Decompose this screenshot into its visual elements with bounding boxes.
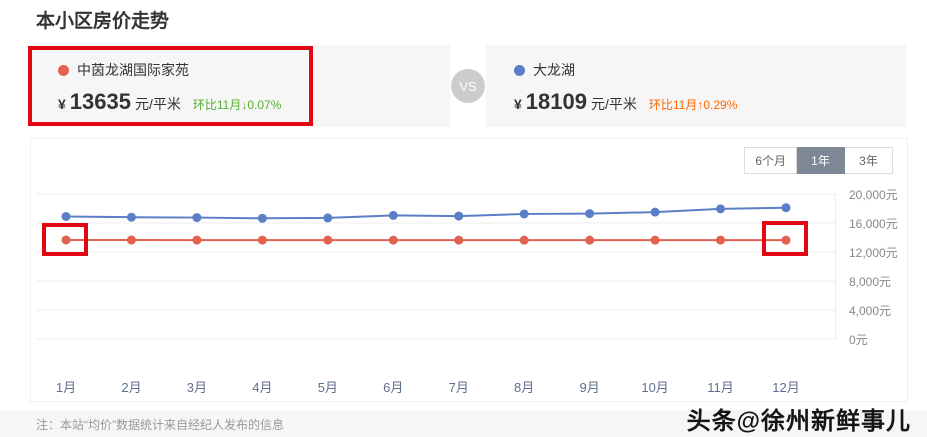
x-tick-label: 10月 <box>641 380 669 395</box>
community-name: 中茵龙湖国际家苑 <box>77 62 189 78</box>
community-legend-dot-icon <box>58 64 69 76</box>
community-price: 13635 <box>69 89 131 114</box>
y-tick-label: 0元 <box>849 333 868 347</box>
x-tick-label: 12月 <box>772 380 800 395</box>
x-tick-label: 6月 <box>383 380 404 395</box>
y-tick-label: 12,000元 <box>849 246 898 260</box>
district-mom-change: 环比11月↑0.29% <box>648 98 738 112</box>
x-tick-label: 4月 <box>252 380 273 395</box>
x-tick-label: 1月 <box>55 380 77 395</box>
y-tick-label: 8,000元 <box>849 275 892 289</box>
price-trend-chart <box>36 193 836 340</box>
district-name: 大龙湖 <box>533 62 575 78</box>
price-unit: 元/平米 <box>590 96 637 112</box>
watermark: 头条@徐州新鲜事儿 <box>686 408 911 435</box>
y-tick-label: 16,000元 <box>849 217 898 231</box>
comparison-header: 中茵龙湖国际家苑 ¥ 13635 元/平米 环比11月↓0.07% VS 大龙湖… <box>30 45 906 127</box>
x-tick-label: 7月 <box>448 380 469 395</box>
currency-symbol: ¥ <box>514 96 522 112</box>
district-legend-dot-icon <box>514 64 525 76</box>
chart-panel: 6个月 1年 3年 0元 4,000元 8,000元 12,000元 16,000元 20,0… <box>30 138 908 402</box>
x-axis-labels: 1月 2月 3月 4月 5月 6月 7月 8月 9月 10月 11月 12月 <box>36 377 836 397</box>
data-source-note: 注：本站“均价”数据统计来自经纪人发布的信息 <box>36 418 284 432</box>
district-price: 18109 <box>525 89 587 114</box>
community-price-card: 中茵龙湖国际家苑 ¥ 13635 元/平米 环比11月↓0.07% <box>30 45 450 127</box>
y-tick-label: 20,000元 <box>849 188 898 202</box>
y-axis-labels: 0元 4,000元 8,000元 12,000元 16,000元 20,000元 <box>843 186 907 356</box>
range-tab-1年[interactable]: 1年 <box>797 147 845 174</box>
vs-badge: VS <box>451 69 485 103</box>
x-tick-label: 11月 <box>707 380 734 395</box>
y-tick-label: 4,000元 <box>849 304 892 318</box>
range-tab-3年[interactable]: 3年 <box>845 147 893 174</box>
vs-divider: VS <box>450 45 486 127</box>
x-tick-label: 3月 <box>186 380 208 395</box>
district-price-card: 大龙湖 ¥ 18109 元/平米 环比11月↑0.29% <box>486 45 906 127</box>
page-title: 本小区房价走势 <box>36 11 170 32</box>
x-tick-label: 2月 <box>121 380 142 395</box>
range-tab-6个月[interactable]: 6个月 <box>744 147 797 174</box>
community-mom-change: 环比11月↓0.07% <box>192 98 282 112</box>
x-tick-label: 5月 <box>317 380 338 395</box>
price-unit: 元/平米 <box>134 96 181 112</box>
time-range-tabs: 6个月 1年 3年 <box>744 147 893 174</box>
x-tick-label: 9月 <box>579 380 600 395</box>
footer-strip: 注：本站“均价”数据统计来自经纪人发布的信息 <box>0 410 927 437</box>
x-tick-label: 8月 <box>514 380 535 395</box>
currency-symbol: ¥ <box>58 96 66 112</box>
